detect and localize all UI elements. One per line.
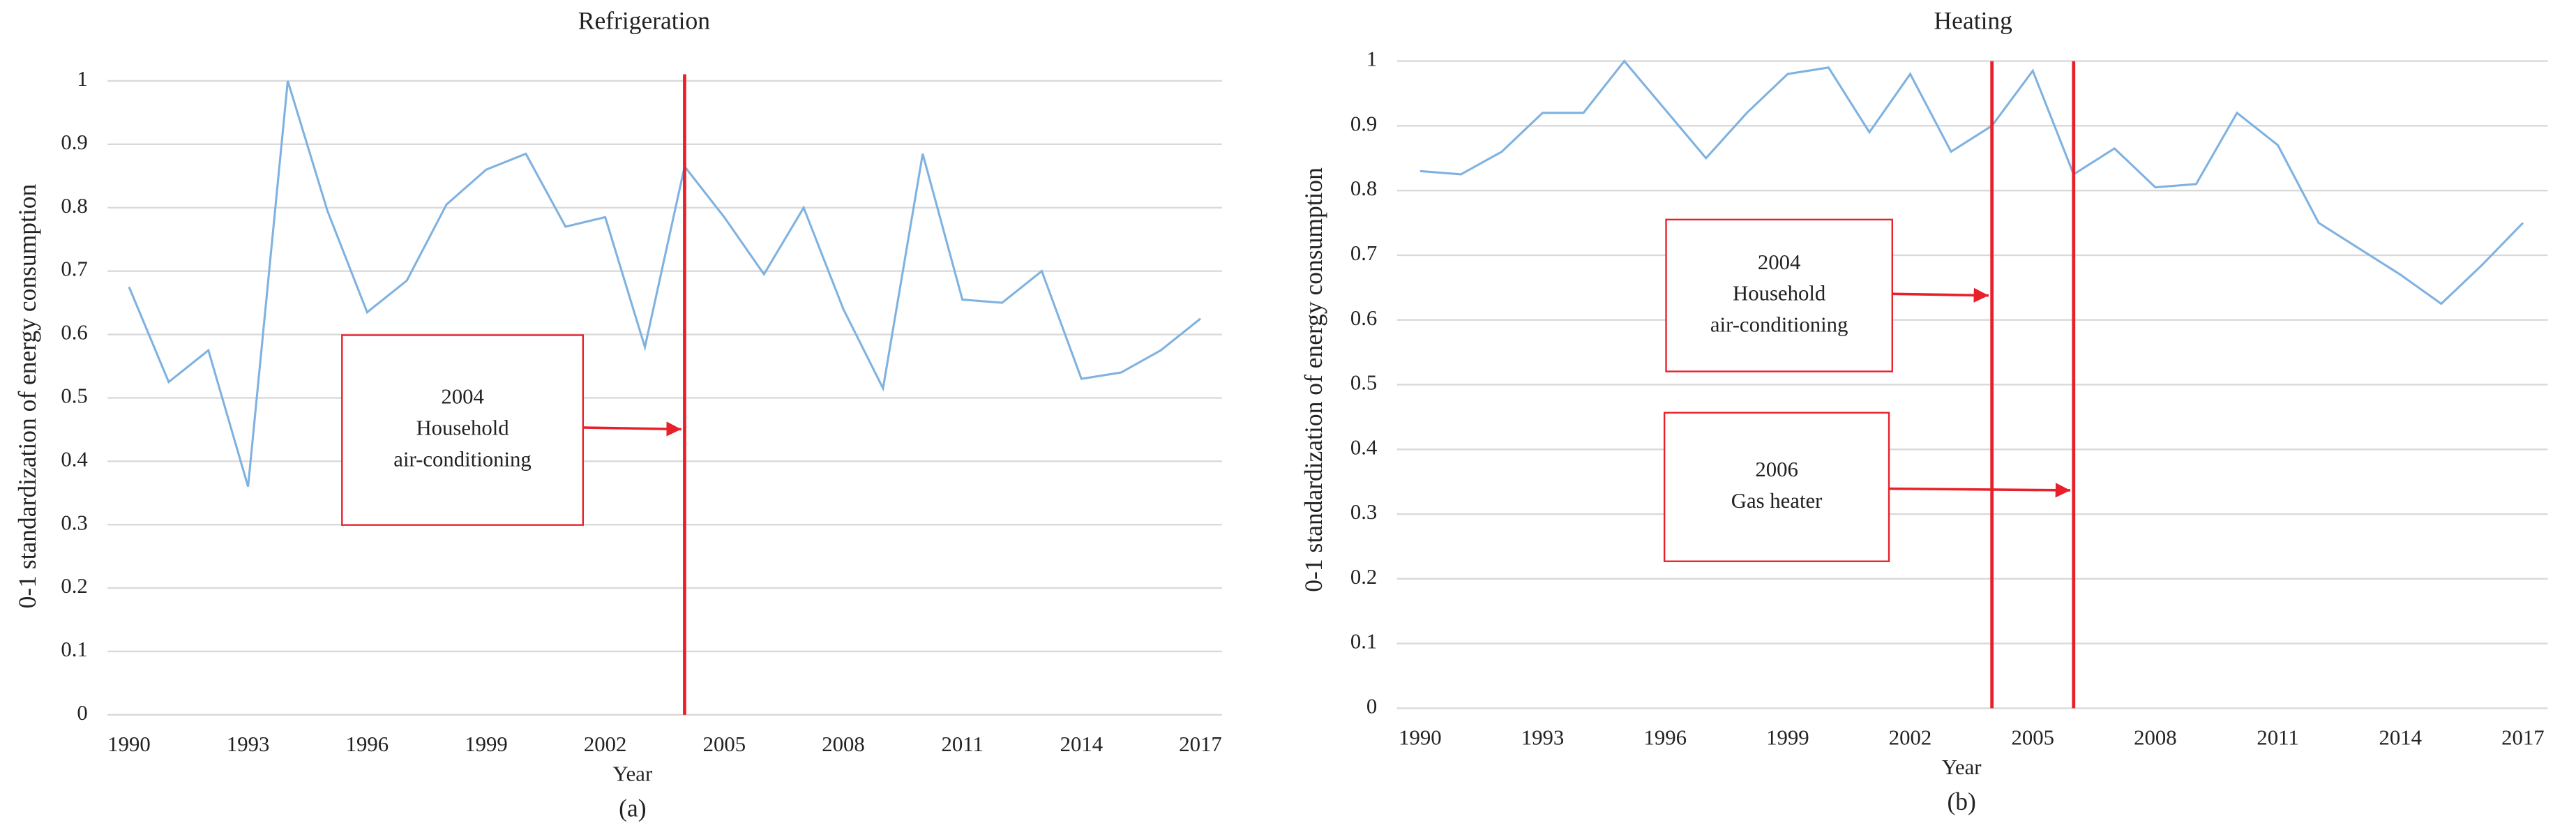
y-tick-label: 0.2 (61, 574, 87, 598)
y-tick-label: 0.4 (1350, 435, 1377, 459)
annotation-text: Household (1733, 282, 1825, 306)
x-axis-label: Year (613, 762, 653, 785)
y-tick-label: 0.6 (1350, 306, 1377, 330)
x-tick-label: 2014 (2379, 725, 2422, 749)
y-tick-label: 0.1 (1350, 630, 1377, 654)
y-tick-label: 0.7 (1350, 241, 1377, 265)
x-tick-label: 2005 (2011, 725, 2054, 749)
chart-title: Refrigeration (578, 6, 711, 34)
annotation-arrow (1892, 287, 1989, 303)
annotation-box (341, 334, 585, 526)
x-axis-label: Year (1942, 755, 1982, 779)
y-tick-label: 0.3 (1350, 500, 1377, 524)
annotation-text: air-conditioning (1710, 313, 1848, 337)
y-tick-label: 0.6 (61, 321, 87, 345)
y-tick-label: 0.5 (1350, 371, 1377, 395)
annotation-text: 2004 (1758, 250, 1801, 274)
x-tick-label: 2011 (2257, 725, 2298, 749)
y-tick-label: 0.9 (61, 130, 87, 154)
y-tick-label: 0.4 (61, 447, 87, 471)
y-tick-label: 0.3 (61, 511, 87, 534)
chart-title: Heating (1934, 6, 2013, 34)
caption: (a) (619, 794, 646, 822)
annotation-box (1665, 218, 1893, 372)
y-tick-label: 1 (77, 67, 87, 91)
annotation-box (1663, 412, 1890, 562)
x-tick-label: 1993 (227, 732, 270, 756)
x-tick-label: 2002 (584, 732, 627, 756)
annotation-text: Household (416, 416, 509, 440)
y-tick-label: 0.1 (61, 638, 87, 661)
x-tick-label: 2014 (1060, 732, 1104, 756)
data-line (128, 80, 1202, 488)
x-tick-label: 2011 (942, 732, 984, 756)
x-tick-label: 1996 (1643, 725, 1687, 749)
x-tick-label: 2008 (822, 732, 864, 756)
annotation-arrow (1889, 483, 2071, 498)
y-tick-label: 0.7 (61, 257, 87, 281)
x-tick-label: 1993 (1521, 725, 1565, 749)
x-tick-label: 2017 (2501, 725, 2545, 749)
x-tick-label: 2002 (1889, 725, 1932, 749)
x-tick-label: 1996 (346, 732, 389, 756)
y-tick-label: 0.5 (61, 384, 87, 407)
y-axis-label: 0-1 standardization of energy consumptio… (13, 183, 41, 608)
y-tick-label: 1 (1366, 47, 1377, 71)
y-tick-label: 0 (1366, 694, 1377, 718)
y-tick-label: 0.9 (1350, 112, 1377, 135)
y-tick-label: 0.8 (61, 194, 87, 218)
x-tick-label: 2008 (2134, 725, 2177, 749)
x-tick-label: 1990 (107, 732, 151, 756)
annotation-text: 2004 (441, 385, 484, 409)
y-tick-label: 0.8 (1350, 176, 1377, 200)
x-tick-label: 1999 (1766, 725, 1809, 749)
annotation-text: Gas heater (1731, 489, 1823, 513)
data-line (1419, 59, 2524, 306)
x-tick-label: 2017 (1179, 732, 1222, 756)
y-axis-label: 0-1 standardization of energy consumptio… (1300, 167, 1327, 592)
y-tick-label: 0 (77, 701, 87, 725)
annotation-text: air-conditioning (393, 448, 532, 472)
y-tick-label: 0.2 (1350, 565, 1377, 589)
x-tick-label: 1999 (465, 732, 507, 756)
annotation-arrow (582, 421, 681, 437)
annotation-text: 2006 (1755, 458, 1798, 481)
caption: (b) (1947, 787, 1975, 815)
x-tick-label: 1990 (1399, 725, 1442, 749)
x-tick-label: 2005 (703, 732, 746, 756)
